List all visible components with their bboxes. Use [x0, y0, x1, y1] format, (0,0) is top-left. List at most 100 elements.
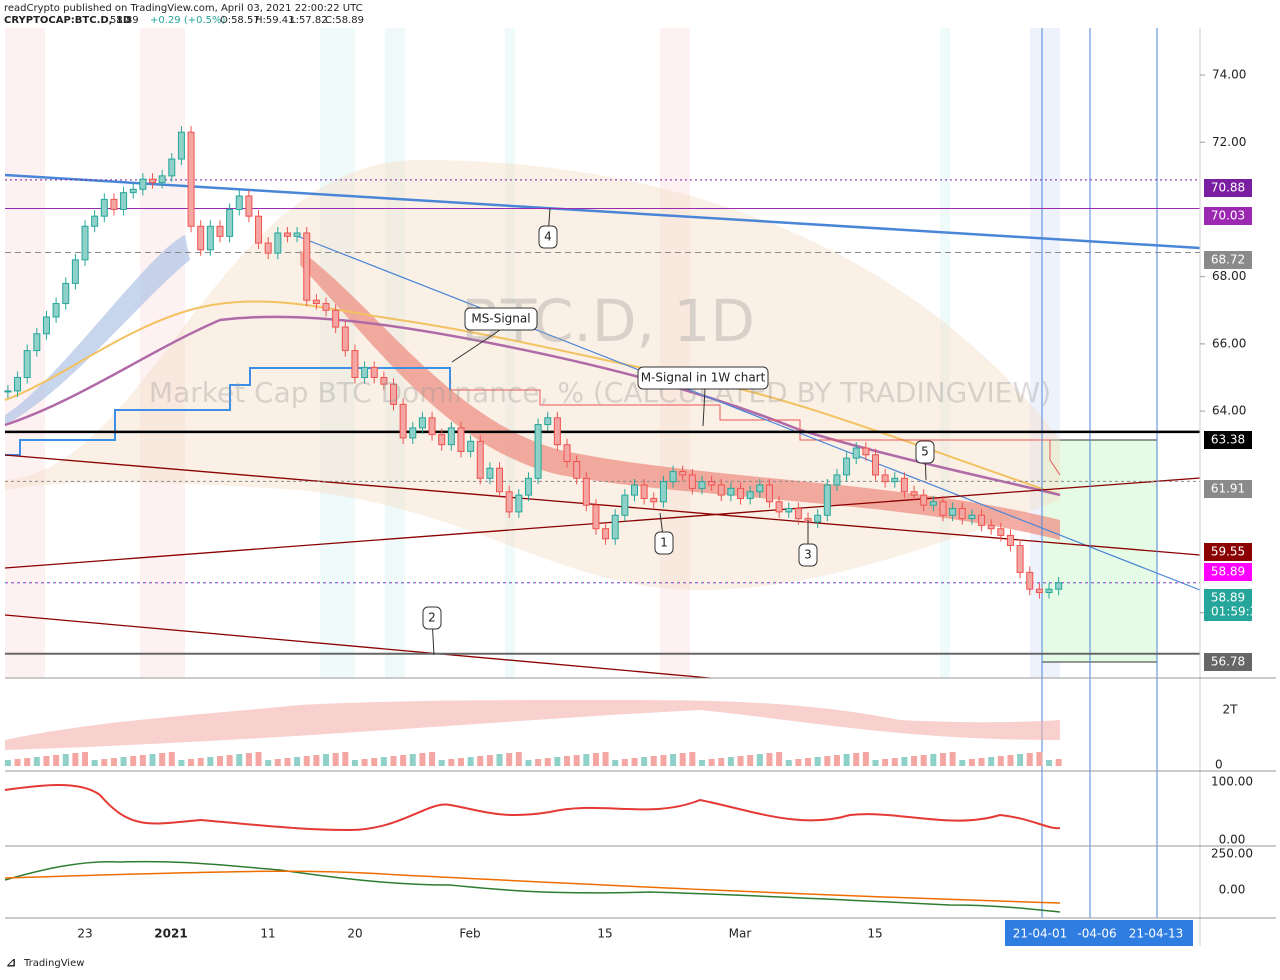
- ohlc-open: O:58.57: [220, 15, 260, 26]
- candle: [293, 232, 301, 237]
- volume-bar: [843, 754, 850, 766]
- volume-bar: [756, 754, 763, 766]
- volume-bar: [284, 758, 291, 766]
- volume-bar: [207, 757, 214, 766]
- volume-bar: [911, 756, 918, 766]
- volume-bar: [82, 752, 89, 766]
- candle: [149, 178, 156, 184]
- candle: [1035, 588, 1043, 594]
- candle: [303, 232, 311, 301]
- publisher: readCrypto published on TradingView.com,…: [4, 3, 363, 14]
- oscillator-line: [4, 784, 1061, 832]
- volume-bar: [592, 753, 599, 766]
- volume-bar: [448, 759, 455, 766]
- y-tick-label: 74.00: [1212, 68, 1246, 82]
- volume-bar: [139, 755, 146, 766]
- volume-bar: [1007, 755, 1014, 766]
- candle: [708, 481, 716, 486]
- volume-bar: [978, 758, 985, 766]
- volume-bar: [631, 758, 638, 766]
- volume-bar: [4, 760, 11, 766]
- candle: [891, 477, 899, 483]
- candle: [939, 501, 947, 516]
- volume-bar: [1026, 753, 1033, 766]
- oscillator-axis-label: 0.00: [1219, 833, 1246, 847]
- volume-bar: [323, 754, 330, 766]
- volume-bar: [1036, 752, 1043, 766]
- candle: [910, 491, 918, 496]
- candle: [62, 282, 70, 305]
- x-tick-label-highlight: -04-06: [1077, 927, 1116, 941]
- volume-bar: [110, 758, 117, 766]
- x-tick-label: 20: [347, 927, 362, 941]
- price-tag: [1204, 251, 1252, 269]
- candle: [823, 484, 831, 516]
- x-tick-label: 15: [867, 927, 882, 941]
- footer-logo: TradingView: [23, 958, 84, 969]
- candle: [168, 158, 176, 177]
- volume-bar: [708, 759, 715, 766]
- price-tag-label: 70.88: [1211, 181, 1245, 195]
- volume-bar: [506, 753, 513, 766]
- candle: [650, 497, 658, 503]
- candle: [438, 434, 446, 446]
- ohlc-close: C:58.89: [325, 15, 364, 26]
- candle: [544, 417, 552, 426]
- callout: [915, 440, 935, 464]
- annotation: M-Signal in 1W chart: [637, 366, 769, 427]
- volume-axis-label: 0: [1215, 758, 1223, 772]
- candle: [515, 494, 523, 513]
- footer-icon: ⊿: [6, 956, 16, 970]
- volume-bar: [824, 756, 831, 766]
- volume-bar: [91, 760, 98, 766]
- y-tick-label: 68.00: [1212, 269, 1246, 283]
- volume-bar: [130, 756, 137, 766]
- candle: [322, 303, 330, 311]
- volume-bar: [641, 757, 648, 766]
- candle: [592, 504, 600, 530]
- volume-bar: [949, 752, 956, 766]
- candle: [129, 188, 137, 194]
- volume-bar: [930, 754, 937, 766]
- candle: [351, 350, 359, 378]
- candle: [457, 427, 465, 452]
- volume-bar: [236, 754, 243, 766]
- volume-bar: [554, 757, 561, 766]
- candle: [958, 508, 966, 520]
- candle: [428, 417, 436, 436]
- session-bands: [5, 28, 1060, 678]
- candle: [534, 424, 542, 479]
- candle: [737, 487, 745, 499]
- volume-cloud: [5, 700, 1060, 750]
- candle: [900, 477, 908, 493]
- x-tick-label: 23: [77, 927, 92, 941]
- candle: [727, 487, 735, 496]
- volume-bar: [400, 755, 407, 766]
- candle: [110, 198, 118, 210]
- ma-band: [300, 250, 1060, 540]
- candle: [390, 383, 397, 405]
- volume-bar: [457, 758, 464, 766]
- candle: [283, 232, 291, 237]
- candle: [255, 215, 263, 244]
- candle: [843, 457, 851, 476]
- candle: [929, 501, 937, 506]
- volume-bar: [274, 759, 281, 766]
- volume-bar: [409, 754, 416, 766]
- x-tick-label: 11: [260, 927, 275, 941]
- price-tag: [1204, 653, 1252, 671]
- candle: [332, 309, 340, 328]
- price-tag: [1204, 179, 1252, 197]
- volume-bar: [718, 758, 725, 766]
- candle: [14, 376, 22, 392]
- volume-bar: [24, 758, 31, 766]
- ohlc-high: H:59.43: [255, 15, 295, 26]
- callout-label: 4: [544, 230, 552, 244]
- candle: [785, 508, 793, 513]
- volume-bar: [496, 754, 503, 766]
- trend-line: [4, 614, 711, 679]
- candle: [688, 474, 696, 489]
- volume-bar: [747, 755, 754, 766]
- y-tick-label: 64.00: [1212, 404, 1246, 418]
